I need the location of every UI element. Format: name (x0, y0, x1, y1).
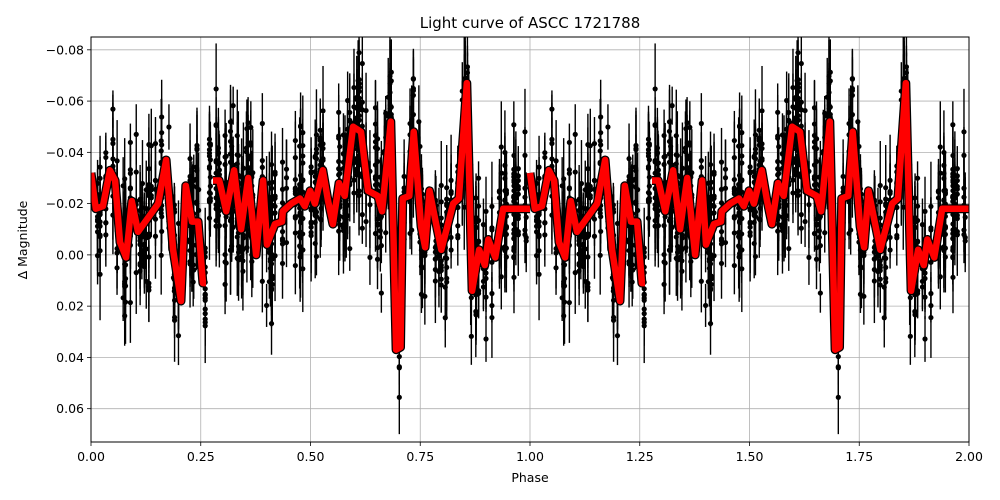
chart-title: Light curve of ASCC 1721788 (420, 14, 641, 32)
x-tick-label: 1.00 (516, 449, 544, 464)
x-tick-label: 0.75 (406, 449, 434, 464)
binned-curve (91, 78, 969, 355)
y-tick-label: −0.08 (46, 42, 84, 57)
y-axis-ticks: −0.08 −0.06 −0.04 −0.02 0.00 0.02 0.04 0.06 (46, 42, 91, 416)
y-tick-label: 0.04 (56, 350, 84, 365)
x-tick-label: 1.50 (736, 449, 764, 464)
y-tick-label: −0.02 (46, 196, 84, 211)
x-axis-ticks: 0.00 0.25 0.50 0.75 1.00 1.25 1.50 1.75 2.00 (77, 442, 983, 464)
y-tick-label: 0.02 (56, 299, 84, 314)
x-tick-label: 1.75 (845, 449, 873, 464)
x-tick-label: 2.00 (955, 449, 983, 464)
y-tick-label: −0.06 (46, 94, 84, 109)
x-tick-label: 0.00 (77, 449, 105, 464)
y-tick-label: 0.00 (56, 247, 84, 262)
y-axis-label: Δ Magnitude (15, 200, 30, 279)
x-tick-label: 0.25 (187, 449, 215, 464)
y-tick-label: 0.06 (56, 401, 84, 416)
x-tick-label: 0.50 (297, 449, 325, 464)
x-axis-label: Phase (511, 470, 549, 485)
x-tick-label: 1.25 (626, 449, 654, 464)
y-tick-label: −0.04 (46, 145, 84, 160)
